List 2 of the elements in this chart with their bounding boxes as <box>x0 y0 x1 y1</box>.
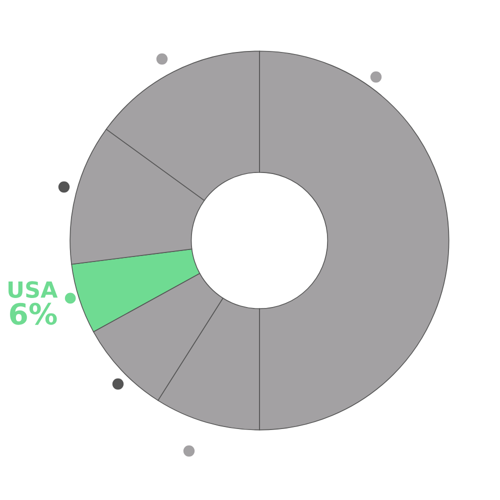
data-label: 6% <box>10 302 57 325</box>
legend-label: USA <box>8 281 58 298</box>
